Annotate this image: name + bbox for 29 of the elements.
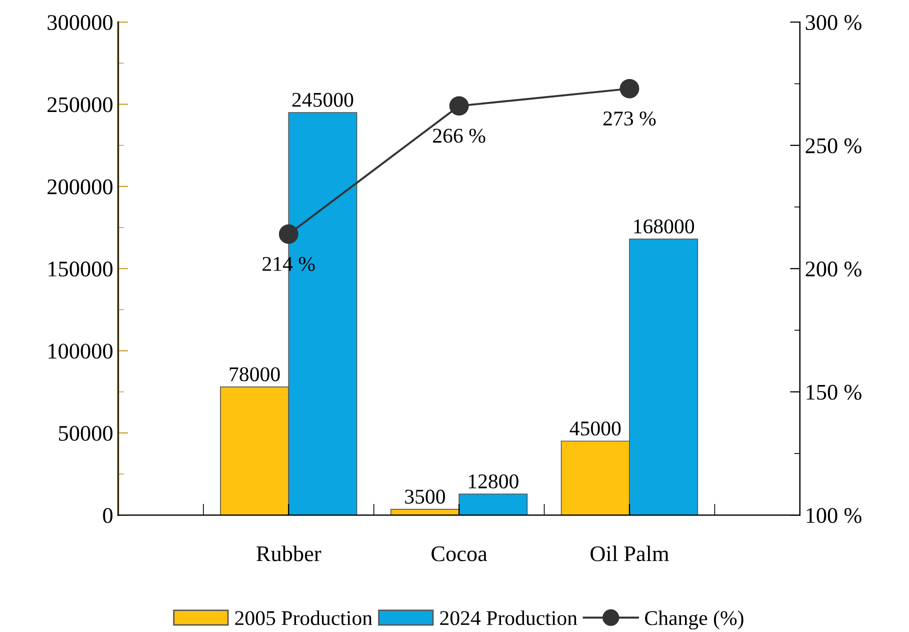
data-label: 12800 bbox=[468, 474, 518, 488]
y-tick-label: 250000 bbox=[48, 97, 112, 112]
data-label: 3500 bbox=[405, 490, 445, 504]
y-tick-label: 0 bbox=[103, 508, 112, 524]
y-tick-label: 150000 bbox=[48, 262, 112, 277]
y2-tick-label: 150 % bbox=[806, 384, 862, 400]
point bbox=[449, 96, 469, 116]
legend-label: 2024 Production bbox=[440, 610, 578, 626]
point bbox=[620, 78, 640, 98]
x-tick-label: Rubber bbox=[256, 546, 322, 562]
legend-label: Change (%) bbox=[645, 610, 744, 630]
x-tick-label: Oil Palm bbox=[590, 546, 669, 562]
y2-tick-label: 250 % bbox=[806, 138, 862, 154]
y-tick-label: 100000 bbox=[48, 344, 112, 359]
y-tick-label: 50000 bbox=[59, 426, 112, 441]
y-tick-label: 200000 bbox=[48, 179, 112, 194]
point bbox=[278, 224, 298, 244]
data-label: 266 % bbox=[433, 128, 486, 143]
x-tick-label: Cocoa bbox=[432, 546, 488, 562]
y2-tick-label: 300 % bbox=[806, 15, 862, 30]
legend-label: 2005 Production bbox=[235, 610, 372, 626]
data-label: 168000 bbox=[634, 219, 694, 234]
data-label: 245000 bbox=[292, 92, 354, 107]
y-tick-label: 300000 bbox=[48, 15, 112, 30]
data-label: 45000 bbox=[570, 421, 621, 436]
data-label: 78000 bbox=[230, 367, 280, 382]
y2-tick-label: 200 % bbox=[806, 262, 862, 277]
y2-tick-label: 100 % bbox=[806, 508, 862, 524]
data-label: 273 % bbox=[603, 111, 656, 126]
